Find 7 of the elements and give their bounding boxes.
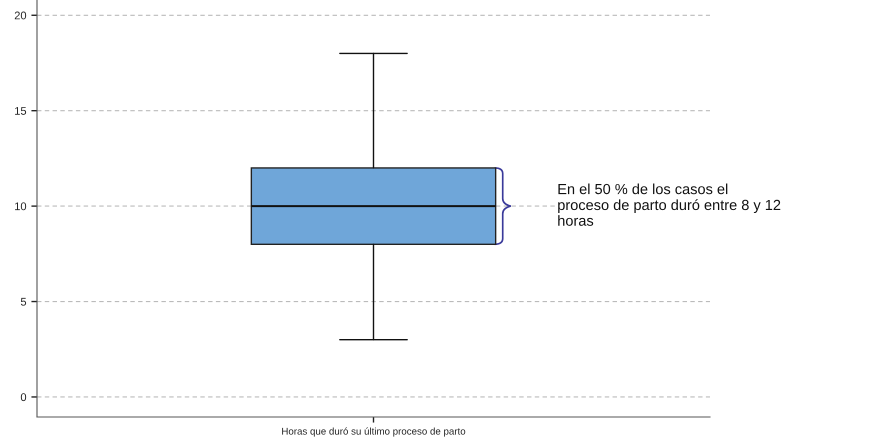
x-tick-label: Horas que duró su último proceso de parto [282, 427, 466, 437]
y-tick-label: 20 [14, 12, 26, 20]
y-tick-label: 0 [20, 393, 26, 402]
annotation: En el 50 % de los casos el proceso de parto duró entre 8 y 12 horas [558, 184, 780, 226]
y-tick-label: 15 [15, 107, 26, 115]
y-tick-label: 5 [20, 298, 26, 306]
y-tick-label: 10 [15, 202, 26, 210]
